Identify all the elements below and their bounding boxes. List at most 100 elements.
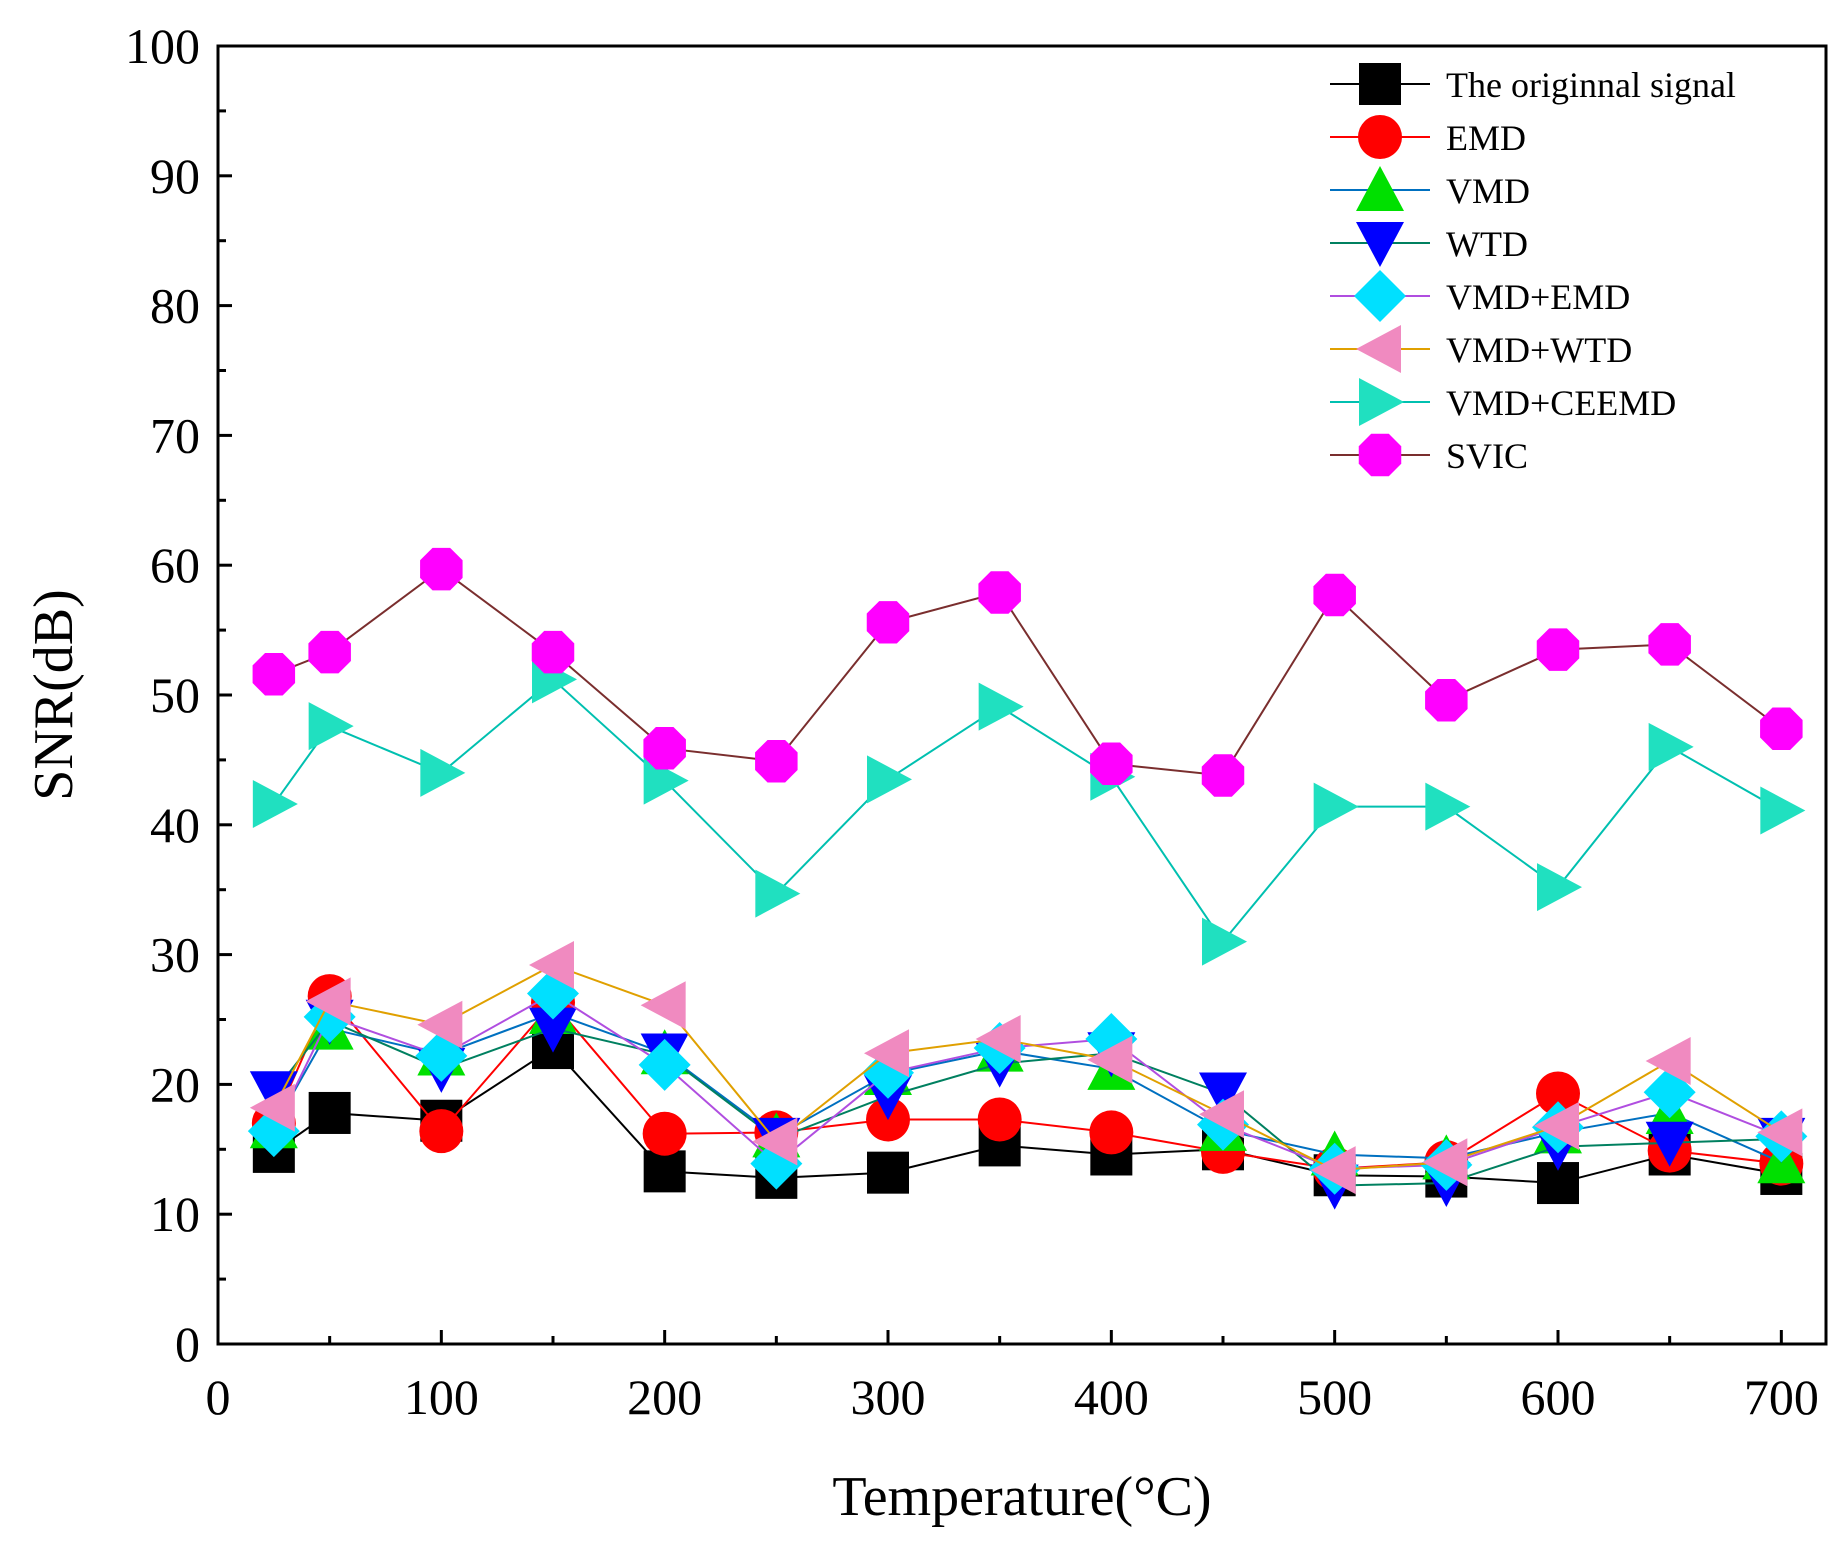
x-tick-label: 500 [1297, 1369, 1372, 1425]
x-tick-label: 600 [1521, 1369, 1596, 1425]
data-point [1425, 782, 1471, 831]
data-point [978, 571, 1021, 614]
y-tick-label: 90 [150, 148, 200, 204]
data-point [643, 1150, 686, 1193]
y-tick-label: 40 [150, 797, 200, 853]
data-point [1202, 917, 1247, 966]
data-point [1310, 1146, 1356, 1195]
series-emd [251, 974, 1804, 1191]
y-tick-label: 20 [150, 1056, 200, 1112]
data-point [1645, 1121, 1694, 1167]
data-point [864, 1029, 909, 1078]
legend: The originnal signal EMD VMD WTD VMD+EMD VMD+… [1330, 63, 1736, 477]
data-point [643, 756, 689, 805]
data-point [975, 1014, 1021, 1063]
y-tick-label: 10 [150, 1186, 200, 1242]
data-point [1757, 1108, 1803, 1157]
y-tick-label: 30 [150, 927, 200, 983]
x-tick-label: 400 [1074, 1369, 1149, 1425]
data-point [419, 1109, 464, 1154]
data-point [1537, 863, 1582, 912]
y-tick-label: 0 [175, 1316, 200, 1372]
legend-marker [1354, 270, 1406, 322]
data-point [308, 630, 351, 674]
data-point [1536, 628, 1580, 671]
series-svic [252, 547, 1803, 797]
data-point [1760, 786, 1806, 835]
data-point [417, 1000, 463, 1049]
legend-label: WTD [1446, 224, 1528, 264]
x-tick-label: 100 [404, 1369, 479, 1425]
data-point [1645, 1037, 1691, 1086]
y-tick-label: 80 [150, 278, 200, 334]
y-tick-label: 100 [125, 18, 200, 74]
data-point [529, 940, 574, 989]
data-point [1087, 1035, 1133, 1084]
legend-label: VMD+EMD [1446, 277, 1630, 317]
legend-entry: WTD [1330, 222, 1528, 267]
legend-marker [1359, 378, 1404, 426]
data-point [420, 547, 463, 591]
legend-marker [1358, 433, 1402, 477]
data-point [252, 780, 298, 829]
data-point [249, 1083, 295, 1132]
data-point [866, 601, 910, 644]
data-point [1534, 1101, 1579, 1150]
data-point [642, 1111, 687, 1156]
legend-entry: VMD+WTD [1330, 325, 1632, 373]
data-point [308, 1091, 351, 1134]
data-point [1425, 678, 1468, 722]
series-vmd-wtd [249, 940, 1803, 1195]
data-point [867, 1151, 909, 1194]
legend-marker [1359, 63, 1401, 105]
legend-label: VMD [1446, 171, 1530, 211]
data-point [978, 682, 1024, 731]
data-point [1760, 707, 1803, 750]
data-point [1422, 1138, 1468, 1187]
x-tick-label: 0 [206, 1369, 231, 1425]
data-point [249, 1071, 298, 1117]
data-point [640, 981, 686, 1030]
data-point [308, 702, 354, 751]
data-point [420, 748, 466, 797]
legend-marker [1356, 166, 1404, 211]
y-axis-title: SNR(dB) [23, 589, 85, 801]
data-point [638, 1038, 691, 1091]
legend-label: The originnal signal [1446, 65, 1736, 105]
legend-marker [1358, 115, 1402, 159]
data-point [977, 1097, 1022, 1142]
data-point [1313, 782, 1359, 831]
data-point [1090, 742, 1133, 786]
series-layer [247, 547, 1808, 1210]
legend-entry: The originnal signal [1330, 63, 1736, 105]
data-point [305, 977, 351, 1026]
legend-entry: SVIC [1330, 433, 1528, 477]
x-axis-title: Temperature(°C) [832, 1466, 1211, 1528]
legend-marker [1356, 222, 1404, 267]
legend-entry: VMD+CEEMD [1330, 378, 1676, 426]
legend-label: VMD+WTD [1446, 330, 1632, 370]
series-vmd-ceemd [252, 655, 1806, 966]
data-point [1199, 1072, 1247, 1118]
axes-layer: 0 10 20 30 40 50 60 70 80 90 100 0 100 200 300 400 500 60… [125, 18, 1819, 1425]
data-point [755, 739, 798, 783]
data-point [643, 726, 686, 770]
data-point [755, 869, 801, 918]
legend-label: SVIC [1446, 436, 1528, 476]
plot-frame [216, 44, 1828, 1346]
legend-marker [1356, 325, 1401, 373]
data-point [752, 1117, 798, 1166]
legend-label: EMD [1446, 118, 1526, 158]
legend-entry: EMD [1330, 115, 1526, 159]
y-tick-label: 50 [150, 667, 200, 723]
data-point [1313, 573, 1356, 617]
data-point [252, 652, 296, 696]
data-point [1648, 623, 1691, 666]
legend-label: VMD+CEEMD [1446, 383, 1676, 423]
data-point [1199, 1090, 1244, 1139]
y-tick-label: 60 [150, 537, 200, 593]
legend-entry: VMD [1330, 166, 1530, 211]
x-tick-label: 200 [627, 1369, 702, 1425]
